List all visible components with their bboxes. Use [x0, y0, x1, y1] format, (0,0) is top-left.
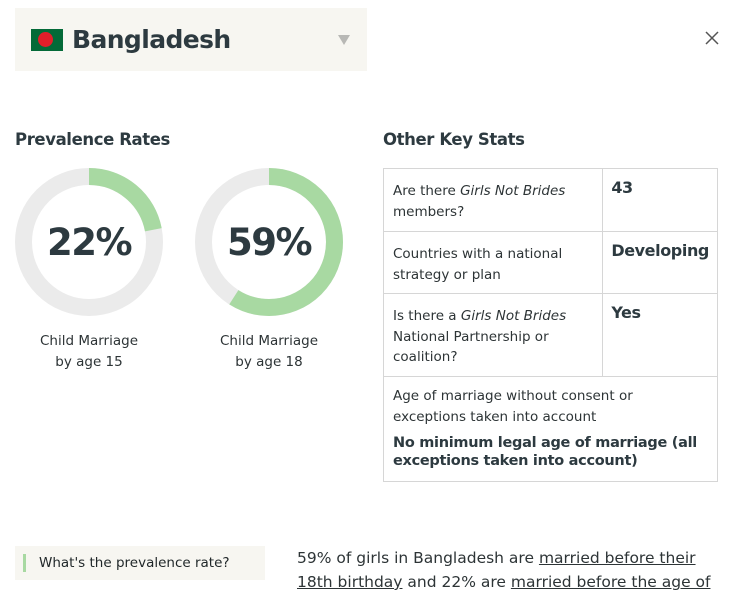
girls-not-brides-text: Girls Not Brides	[460, 183, 566, 199]
ring-fill-arc	[195, 168, 343, 316]
prevalence-ring-age-15: 22%	[14, 167, 164, 317]
chevron-down-icon[interactable]	[338, 35, 350, 45]
ring-caption: Child Marriage by age 15	[14, 331, 164, 373]
table-row: Countries with a national strategy or pl…	[382, 231, 718, 294]
ring-caption-line1: Child Marriage	[39, 333, 139, 349]
stat-answer: 43	[602, 168, 718, 232]
close-icon	[705, 31, 719, 45]
stat-answer: Developing	[602, 231, 718, 294]
active-indicator	[23, 554, 26, 572]
prevalence-ring-age-18: 59%	[194, 167, 344, 317]
bangladesh-flag-icon	[31, 28, 63, 51]
country-selector[interactable]: Bangladesh	[15, 8, 367, 71]
table-row: Are there Girls Not Brides members? 43	[382, 168, 718, 232]
ring-value: 22%	[46, 220, 133, 264]
ring-caption-line1: Child Marriage	[219, 333, 319, 349]
table-row: Age of marriage without consent or excep…	[383, 376, 718, 482]
ring-caption-line2: by age 18	[235, 354, 303, 370]
stat-question: Age of marriage without consent or excep…	[393, 388, 633, 425]
ring-caption-line2: by age 15	[55, 354, 123, 370]
faq-answer-text: 59% of girls in Bangladesh are married b…	[297, 546, 722, 598]
faq-tab-prevalence[interactable]: What's the prevalence rate?	[15, 546, 265, 580]
ring-fill-arc	[15, 168, 163, 316]
girls-not-brides-text: Girls Not Brides	[460, 308, 567, 324]
ring-caption: Child Marriage by age 18	[194, 331, 344, 373]
prevalence-rates-title: Prevalence Rates	[15, 130, 170, 149]
stat-full-row: Age of marriage without consent or excep…	[383, 376, 718, 482]
other-key-stats-title: Other Key Stats	[383, 130, 525, 149]
key-stats-table: Are there Girls Not Brides members? 43 C…	[382, 168, 718, 482]
stat-question: Countries with a national strategy or pl…	[382, 231, 604, 294]
country-name: Bangladesh	[72, 25, 231, 54]
stat-answer: No minimum legal age of marriage (all ex…	[393, 435, 697, 469]
stat-answer: Yes	[602, 293, 718, 377]
stat-question: Is there a Girls Not Brides National Par…	[382, 293, 604, 377]
close-button[interactable]	[702, 28, 722, 48]
married-before-18-link[interactable]: married before their 18th birthday	[297, 549, 696, 591]
faq-tab-label: What's the prevalence rate?	[39, 555, 230, 571]
stat-question: Are there Girls Not Brides members?	[382, 168, 604, 232]
table-row: Is there a Girls Not Brides National Par…	[382, 293, 718, 377]
ring-value: 59%	[226, 220, 313, 264]
